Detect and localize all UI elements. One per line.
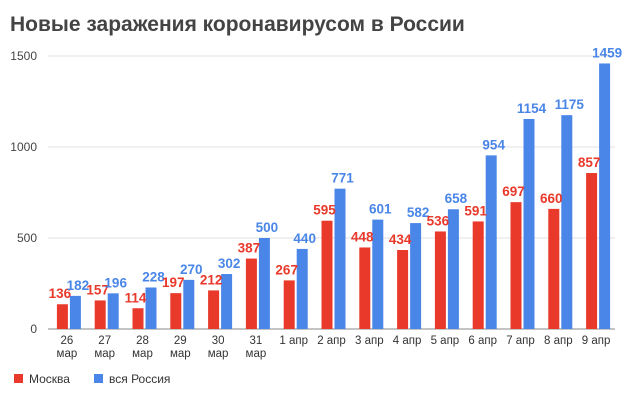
bar-russia [107, 293, 119, 329]
x-tick-label: 31 [250, 335, 263, 347]
bar-russia [145, 287, 157, 329]
bar-russia [523, 118, 535, 329]
bar-moscow [132, 308, 144, 329]
data-label-russia: 582 [407, 205, 430, 220]
bar-moscow [208, 290, 220, 329]
data-label-moscow: 591 [464, 203, 487, 218]
data-label-moscow: 536 [427, 213, 450, 228]
data-label-moscow: 136 [49, 286, 72, 301]
y-tick-label: 1500 [10, 49, 37, 63]
data-label-russia: 954 [482, 137, 505, 152]
x-tick-label: 27 [98, 335, 111, 347]
data-label-moscow: 660 [540, 191, 563, 206]
data-label-russia: 1459 [592, 45, 622, 60]
legend-label: Москва [29, 372, 70, 386]
data-label-moscow: 157 [86, 282, 109, 297]
x-tick-label: 26 [61, 335, 74, 347]
data-label-moscow: 114 [125, 290, 147, 305]
data-label-moscow: 267 [275, 262, 298, 277]
bar-russia [485, 155, 497, 329]
bar-moscow [586, 173, 598, 329]
x-tick-label: 2 апр [317, 335, 346, 347]
bar-moscow [94, 300, 106, 329]
x-tick-label: мар [246, 348, 267, 360]
legend-swatch [94, 374, 103, 383]
x-tick-label: 8 апр [544, 335, 573, 347]
x-tick-label: 1 апр [279, 335, 308, 347]
bar-moscow [548, 208, 560, 329]
bar-moscow [170, 293, 182, 329]
data-label-russia: 1175 [555, 97, 585, 112]
data-label-moscow: 697 [502, 184, 525, 199]
chart-title: Новые заражения коронавирусом в России [10, 13, 465, 36]
bar-russia [221, 274, 233, 329]
data-label-russia: 228 [142, 270, 165, 285]
data-label-russia: 500 [256, 220, 279, 235]
data-label-moscow: 595 [313, 203, 336, 218]
bar-russia [561, 115, 573, 330]
legend-swatch [14, 374, 23, 383]
bar-moscow [283, 280, 295, 329]
bar-russia [372, 219, 384, 329]
bar-moscow [472, 221, 484, 329]
y-tick-label: 1000 [10, 140, 37, 154]
x-tick-label: 7 апр [506, 335, 535, 347]
x-tick-label: 4 апр [393, 335, 422, 347]
data-label-russia: 771 [331, 171, 354, 186]
y-axis-ticks: 0 500 1000 1500 [10, 49, 37, 336]
x-tick-label: 28 [136, 335, 149, 347]
data-label-russia: 440 [293, 231, 316, 246]
x-tick-label: мар [170, 348, 191, 360]
bar-moscow [359, 247, 371, 329]
bar-moscow [56, 304, 68, 329]
y-tick-label: 0 [30, 322, 37, 336]
legend: Москва вся Россия [14, 372, 170, 386]
data-label-russia: 182 [67, 278, 90, 293]
bar-russia [69, 295, 81, 329]
bar-moscow [321, 220, 333, 329]
x-tick-label: мар [57, 348, 78, 360]
bar-russia [183, 279, 195, 329]
data-label-russia: 601 [369, 202, 392, 217]
data-label-russia: 270 [180, 262, 203, 277]
data-label-moscow: 387 [238, 241, 261, 256]
bar-moscow [434, 231, 446, 329]
bar-russia [410, 223, 422, 329]
bar-moscow [510, 202, 522, 329]
legend-label: вся Россия [109, 372, 170, 386]
data-label-russia: 302 [218, 256, 241, 271]
x-tick-label: мар [94, 348, 115, 360]
x-tick-label: мар [208, 348, 229, 360]
x-tick-label: 3 апр [355, 335, 384, 347]
data-label-moscow: 434 [389, 232, 412, 247]
bar-moscow [245, 258, 257, 329]
data-label-russia: 1154 [517, 101, 547, 116]
bar-russia [599, 63, 611, 329]
data-label-moscow: 448 [351, 229, 374, 244]
bar-moscow [397, 250, 409, 329]
bar-russia [258, 238, 270, 329]
x-tick-label: 29 [174, 335, 187, 347]
data-label-russia: 196 [104, 275, 127, 290]
data-label-moscow: 197 [162, 275, 185, 290]
data-label-russia: 658 [445, 191, 468, 206]
data-label-moscow: 857 [578, 155, 601, 170]
bar-russia [296, 248, 308, 329]
bar-russia [447, 209, 459, 329]
x-tick-label: мар [132, 348, 153, 360]
bar-russia [334, 188, 346, 329]
x-tick-label: 6 апр [468, 335, 497, 347]
x-tick-label: 5 апр [431, 335, 460, 347]
data-label-moscow: 212 [200, 272, 223, 287]
bars [56, 63, 611, 330]
y-tick-label: 500 [17, 231, 37, 245]
x-tick-label: 30 [212, 335, 225, 347]
x-tick-label: 9 апр [582, 335, 611, 347]
